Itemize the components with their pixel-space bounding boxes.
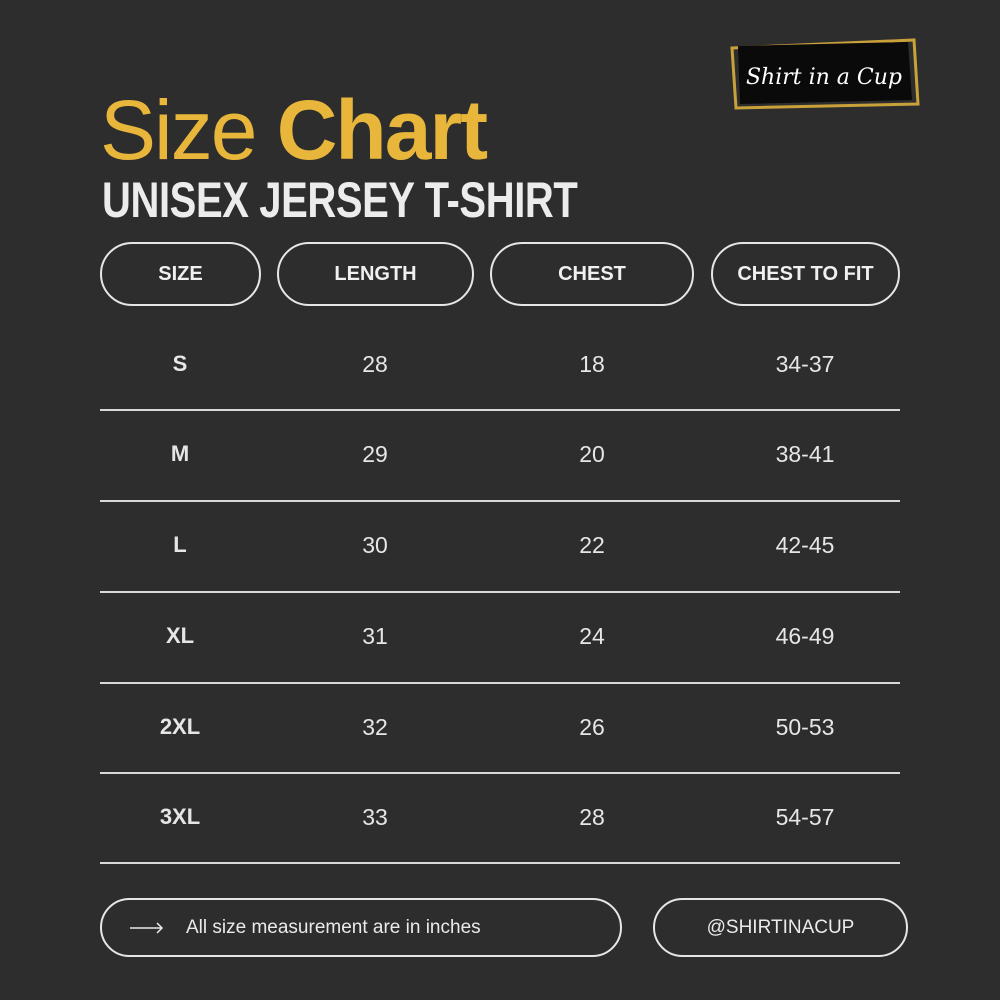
row-divider — [100, 409, 900, 411]
header-chest-to-fit: CHEST TO FIT — [711, 242, 900, 306]
cell-length: 30 — [362, 532, 388, 558]
cell-length: 32 — [362, 714, 388, 740]
row-divider — [100, 500, 900, 502]
cell-chest-to-fit: 34-37 — [775, 351, 835, 377]
cell-length: 28 — [362, 351, 388, 377]
cell-chest-to-fit: 46-49 — [775, 623, 835, 649]
cell-chest: 28 — [579, 804, 605, 830]
social-handle: @SHIRTINACUP — [653, 898, 908, 957]
svg-text:Shirt in a Cup: Shirt in a Cup — [746, 65, 902, 90]
cell-size: XL — [165, 623, 195, 648]
header-length: LENGTH — [277, 242, 474, 306]
cell-size: 2XL — [159, 714, 201, 739]
cell-size: M — [170, 441, 190, 466]
note-text: All size measurement are in inches — [186, 916, 481, 938]
brand-logo: Shirt in a Cup — [730, 38, 920, 110]
row-divider — [100, 591, 900, 593]
cell-chest-to-fit: 38-41 — [775, 441, 835, 467]
row-divider — [100, 772, 900, 774]
cell-chest: 24 — [579, 623, 605, 649]
row-divider — [100, 682, 900, 684]
cell-chest: 20 — [579, 441, 605, 467]
cell-size: S — [172, 351, 188, 376]
cell-size: L — [173, 532, 187, 557]
page-subtitle: UNISEX JERSEY T-SHIRT — [102, 172, 578, 228]
measurement-note: All size measurement are in inches — [100, 898, 622, 957]
title-bold: Chart — [276, 83, 488, 177]
cell-length: 31 — [362, 623, 388, 649]
cell-length: 33 — [362, 804, 388, 830]
cell-size: 3XL — [159, 804, 201, 829]
page-title: Size Chart — [100, 80, 488, 180]
arrow-right-icon — [130, 921, 164, 934]
cell-chest: 22 — [579, 532, 605, 558]
cell-chest-to-fit: 50-53 — [775, 714, 835, 740]
title-light: Size — [100, 83, 257, 177]
cell-chest-to-fit: 54-57 — [775, 804, 835, 830]
row-divider — [100, 862, 900, 864]
cell-length: 29 — [362, 441, 388, 467]
header-size: SIZE — [100, 242, 261, 306]
cell-chest: 26 — [579, 714, 605, 740]
cell-chest-to-fit: 42-45 — [775, 532, 835, 558]
header-chest: CHEST — [490, 242, 694, 306]
cell-chest: 18 — [579, 351, 605, 377]
